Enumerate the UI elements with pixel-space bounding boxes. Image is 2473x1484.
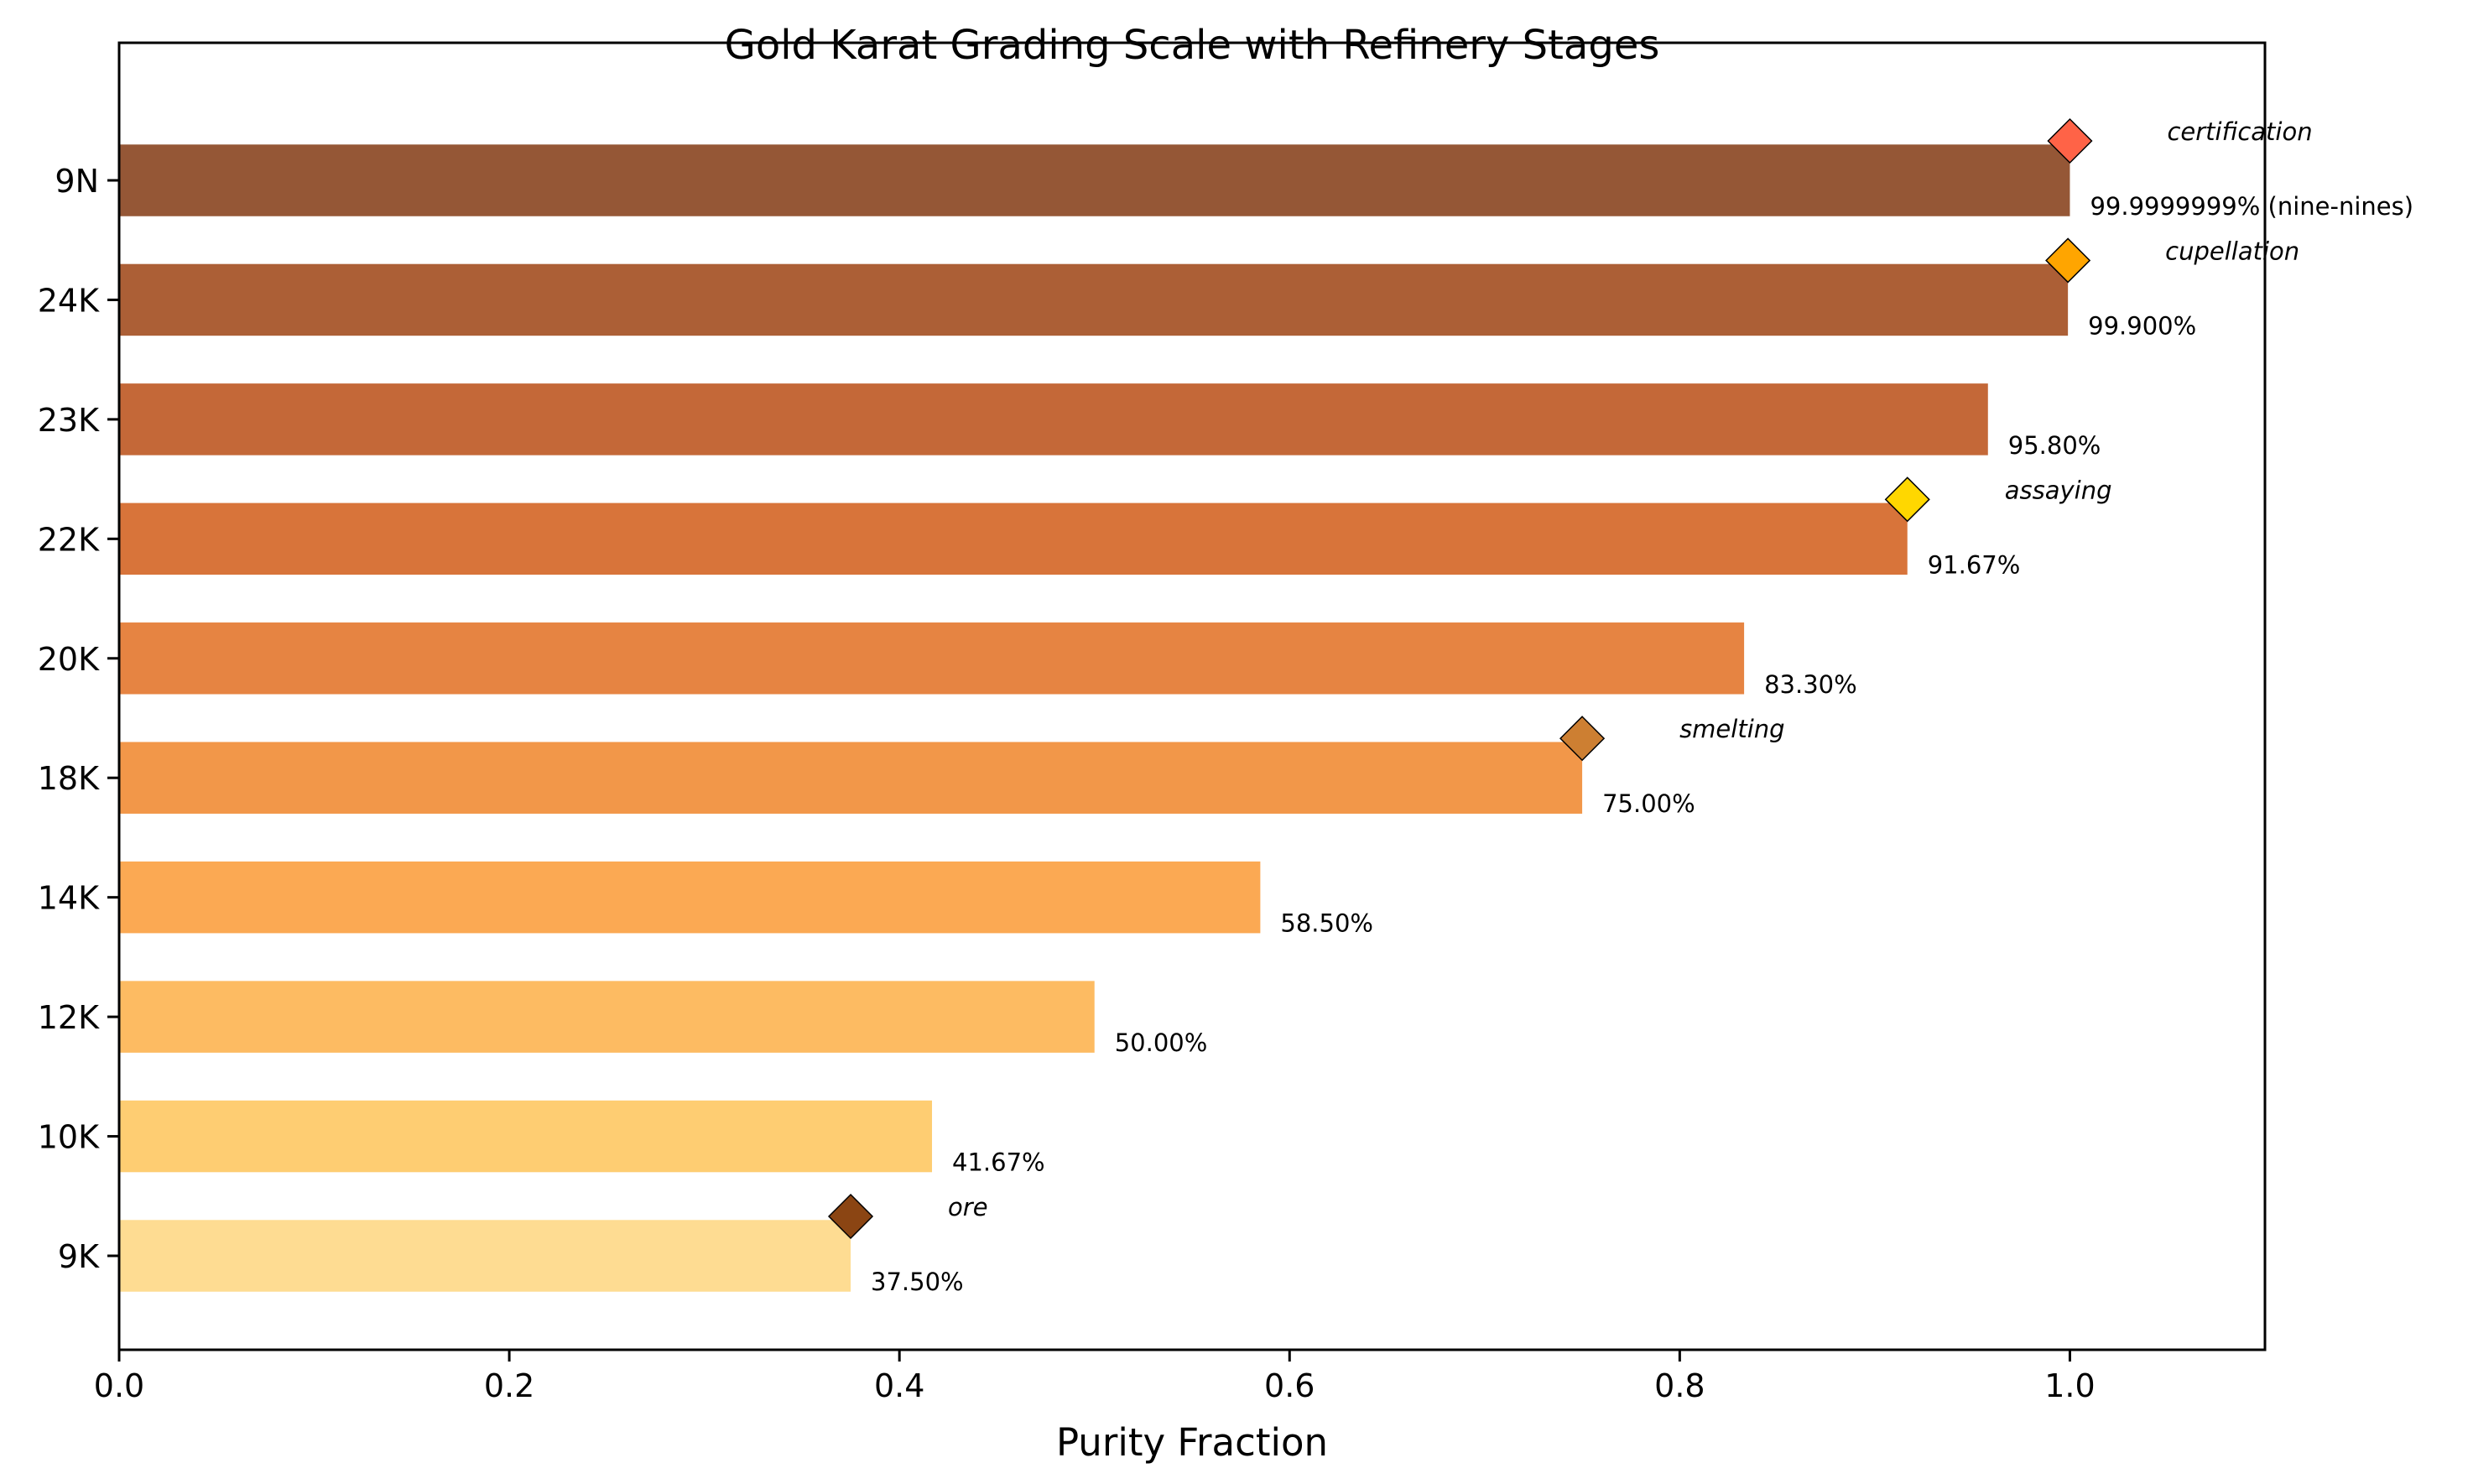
value-label-9k: 37.50%	[871, 1268, 964, 1296]
y-tick-label-23k: 23K	[38, 402, 100, 439]
y-tick-label-18k: 18K	[38, 760, 100, 797]
stage-label-smelting: smelting	[1679, 715, 1784, 743]
y-tick-label-9k: 9K	[58, 1238, 100, 1275]
y-tick-label-24k: 24K	[38, 282, 100, 319]
stage-label-certification: certification	[2167, 117, 2312, 146]
value-label-9n: 99.9999999% (nine-nines)	[2090, 192, 2413, 221]
y-tick-label-9n: 9N	[55, 163, 99, 200]
stage-marker-certification	[2047, 117, 2093, 164]
stage-marker-cupellation	[2045, 237, 2091, 284]
value-label-24k: 99.900%	[2088, 311, 2196, 340]
y-tick-label-14k: 14K	[38, 880, 100, 917]
value-label-12k: 50.00%	[1115, 1028, 1208, 1057]
y-tick-label-22k: 22K	[38, 521, 100, 558]
value-label-10k: 41.67%	[952, 1148, 1045, 1177]
bar-9k	[119, 1220, 851, 1292]
bar-12k	[119, 981, 1095, 1053]
value-label-20k: 83.30%	[1764, 670, 1857, 699]
x-tick-label-3: 0.6	[1264, 1367, 1315, 1404]
value-label-14k: 58.50%	[1280, 909, 1373, 938]
chart-title: Gold Karat Grading Scale with Refinery S…	[725, 22, 1660, 69]
x-tick-label-2: 0.4	[874, 1367, 924, 1404]
x-axis: 0.0 0.2 0.4 0.6 0.8 1.0	[94, 1350, 2096, 1404]
stage-marker-assaying	[1884, 476, 1930, 523]
y-tick-label-10k: 10K	[38, 1119, 100, 1156]
bar-14k	[119, 861, 1261, 934]
stage-label-cupellation: cupellation	[2165, 237, 2299, 265]
stage-markers-layer: ore smelting assaying cupellation certificat…	[827, 117, 2313, 1240]
value-label-22k: 91.67%	[1928, 550, 2021, 579]
bar-18k	[119, 742, 1583, 814]
bar-20k	[119, 622, 1745, 695]
x-tick-label-4: 0.8	[1654, 1367, 1705, 1404]
x-tick-label-0: 0.0	[94, 1367, 144, 1404]
y-tick-label-20k: 20K	[38, 641, 100, 678]
stage-label-ore: ore	[948, 1193, 988, 1221]
stage-marker-ore	[827, 1193, 874, 1240]
x-axis-label: Purity Fraction	[1056, 1420, 1328, 1465]
bar-23k	[119, 383, 1988, 456]
y-tick-label-12k: 12K	[38, 999, 100, 1036]
bar-9n	[119, 144, 2070, 216]
y-axis: 9K 10K 12K 14K 18K 20K 22K 23K 24K 9N	[38, 163, 119, 1275]
plot-frame	[117, 41, 2267, 1351]
stage-label-assaying: assaying	[2005, 476, 2112, 504]
x-tick-label-1: 0.2	[484, 1367, 534, 1404]
value-labels-layer: 37.50% 41.67% 50.00% 58.50% 75.00% 83.30% 91.6…	[871, 192, 2413, 1296]
value-label-18k: 75.00%	[1602, 789, 1695, 818]
x-tick-label-5: 1.0	[2044, 1367, 2095, 1404]
value-label-23k: 95.80%	[2008, 431, 2101, 460]
bar-24k	[119, 263, 2069, 336]
stage-marker-smelting	[1559, 716, 1606, 762]
bars-layer	[119, 144, 2070, 1292]
bar-22k	[119, 502, 1908, 575]
bar-10k	[119, 1100, 933, 1173]
